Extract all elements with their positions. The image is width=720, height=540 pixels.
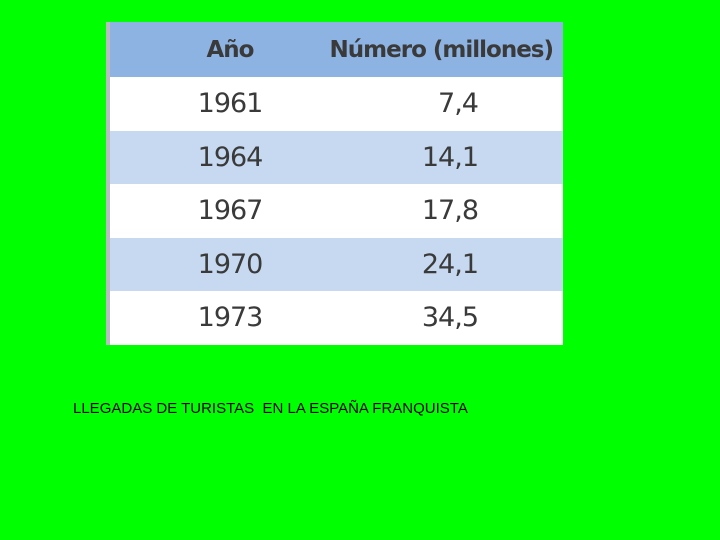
table-row: 1961 7,4 [110,77,563,131]
table-cell: 14,1 [421,141,479,173]
table-row: 1970 24,1 [110,237,563,291]
table-cell: 1973 [197,302,264,334]
table-cell: 1970 [197,248,264,280]
header-cell: Año [206,36,255,63]
table-cell: 34,5 [421,302,479,334]
table-cell: 1964 [197,141,264,173]
caption: LLEGADAS DE TURISTAS EN LA ESPAÑA FRANQU… [73,400,468,417]
table-cell: 7,4 [438,88,479,120]
table-cell: 1967 [197,195,264,227]
table-row: 1964 14,1 [110,130,563,184]
table-row: 1973 34,5 [110,291,563,345]
table: Año Número (millones) 1961 7,4 1964 14,1 196… [106,22,563,345]
table-cell: 1961 [197,88,264,120]
header-row: Año Número (millones) [110,22,563,77]
table-cell: 24,1 [421,248,479,280]
table-row: 1967 17,8 [110,184,563,238]
table-cell: 17,8 [421,195,479,227]
header-cell: Número (millones) [329,36,554,63]
